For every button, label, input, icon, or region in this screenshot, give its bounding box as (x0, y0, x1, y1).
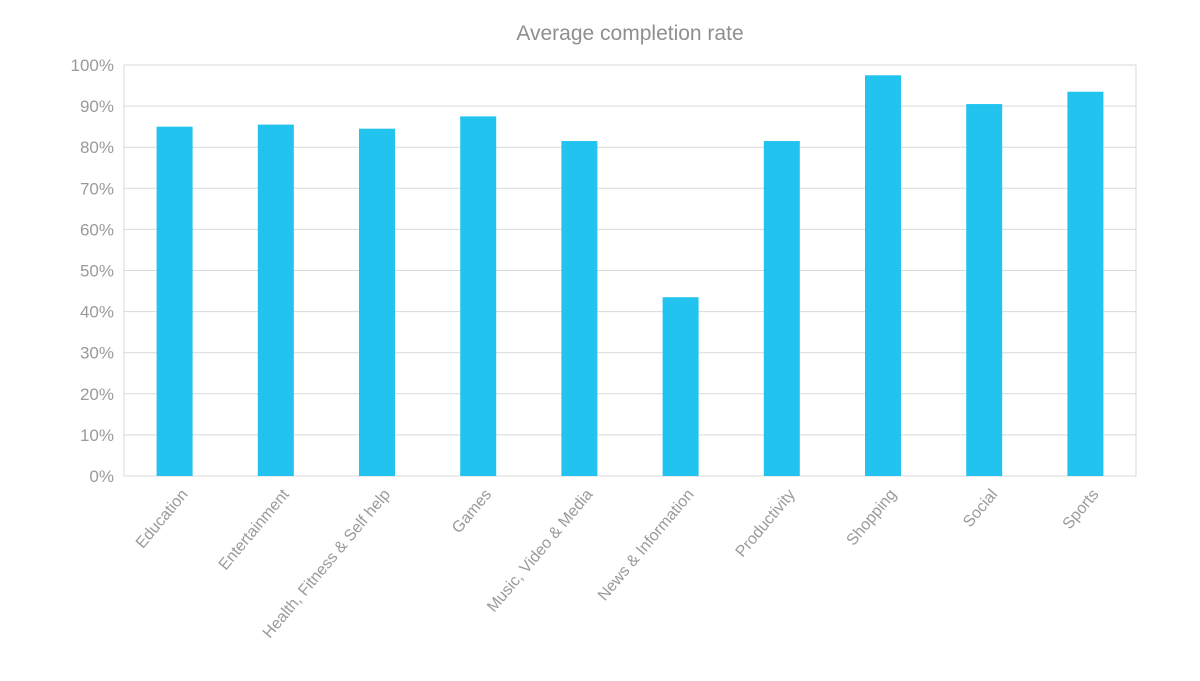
y-tick-label: 60% (80, 220, 114, 239)
y-tick-label: 10% (80, 426, 114, 445)
x-tick-label: Social (960, 486, 1001, 530)
y-tick-label: 90% (80, 97, 114, 116)
y-tick-label: 40% (80, 303, 114, 322)
y-tick-label: 50% (80, 262, 114, 281)
bar-productivity (763, 141, 800, 476)
x-tick-label: Education (133, 486, 192, 551)
y-tick-label: 20% (80, 385, 114, 404)
y-tick-label: 80% (80, 138, 114, 157)
y-tick-label: 0% (89, 467, 114, 486)
bars (156, 75, 1104, 477)
bar-music-video-media (561, 141, 598, 476)
bar-shopping (865, 75, 901, 477)
x-tick-label: Games (449, 486, 495, 536)
x-tick-label: Music, Video & Media (484, 486, 596, 615)
bar-health-fitness-self-help (359, 128, 395, 476)
y-tick-label: 70% (80, 179, 114, 198)
chart-title: Average completion rate (516, 22, 743, 45)
x-tick-label: Entertainment (216, 486, 293, 574)
bar-news-information (662, 297, 699, 476)
bar-sports (1067, 91, 1104, 476)
y-tick-label: 30% (80, 344, 114, 363)
x-tick-label: Shopping (844, 486, 900, 549)
y-tick-label: 100% (71, 56, 114, 75)
y-axis-ticks: 0% 10% 20% 30% 40% 50% 60% 70% 80% 90% 100% (71, 56, 114, 486)
x-tick-label: Sports (1060, 486, 1103, 532)
bar-entertainment (257, 124, 294, 476)
x-tick-label: Productivity (733, 486, 799, 560)
bar-social (966, 104, 1003, 477)
bar-games (460, 116, 497, 476)
bar-education (156, 126, 193, 477)
x-tick-label: News & Information (595, 486, 698, 604)
